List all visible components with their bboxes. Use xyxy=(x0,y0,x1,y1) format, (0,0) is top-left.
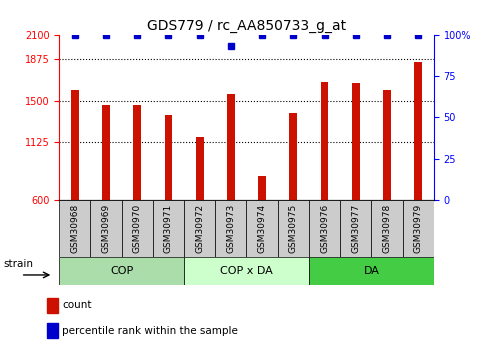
Text: GSM30969: GSM30969 xyxy=(102,204,110,253)
FancyBboxPatch shape xyxy=(340,200,371,257)
Text: count: count xyxy=(62,300,92,310)
Title: GDS779 / rc_AA850733_g_at: GDS779 / rc_AA850733_g_at xyxy=(147,19,346,33)
FancyBboxPatch shape xyxy=(403,200,434,257)
Bar xyxy=(352,82,360,266)
Bar xyxy=(258,176,266,266)
FancyBboxPatch shape xyxy=(59,200,90,257)
Bar xyxy=(289,113,297,266)
FancyBboxPatch shape xyxy=(153,200,184,257)
Text: COP x DA: COP x DA xyxy=(220,266,273,276)
Text: GSM30977: GSM30977 xyxy=(352,204,360,253)
FancyBboxPatch shape xyxy=(184,257,309,285)
Text: DA: DA xyxy=(363,266,379,276)
Text: GSM30970: GSM30970 xyxy=(133,204,141,253)
Text: GSM30975: GSM30975 xyxy=(289,204,298,253)
Text: GSM30979: GSM30979 xyxy=(414,204,423,253)
Text: GSM30973: GSM30973 xyxy=(226,204,235,253)
Bar xyxy=(320,82,328,266)
Text: GSM30972: GSM30972 xyxy=(195,204,204,253)
Text: percentile rank within the sample: percentile rank within the sample xyxy=(62,326,238,336)
Text: GSM30971: GSM30971 xyxy=(164,204,173,253)
FancyBboxPatch shape xyxy=(309,200,340,257)
Text: GSM30968: GSM30968 xyxy=(70,204,79,253)
FancyBboxPatch shape xyxy=(309,257,434,285)
FancyBboxPatch shape xyxy=(371,200,403,257)
Text: GSM30976: GSM30976 xyxy=(320,204,329,253)
FancyBboxPatch shape xyxy=(246,200,278,257)
FancyBboxPatch shape xyxy=(59,257,184,285)
Bar xyxy=(414,62,422,266)
Bar xyxy=(227,94,235,266)
Text: GSM30974: GSM30974 xyxy=(258,204,267,253)
Text: GSM30978: GSM30978 xyxy=(383,204,391,253)
Bar xyxy=(71,90,79,266)
Bar xyxy=(47,297,58,313)
Bar xyxy=(383,90,391,266)
FancyBboxPatch shape xyxy=(90,200,122,257)
FancyBboxPatch shape xyxy=(278,200,309,257)
FancyBboxPatch shape xyxy=(215,200,246,257)
Bar xyxy=(165,115,173,266)
Bar xyxy=(47,323,58,338)
Bar xyxy=(133,105,141,266)
Text: strain: strain xyxy=(3,259,33,269)
FancyBboxPatch shape xyxy=(122,200,153,257)
FancyBboxPatch shape xyxy=(184,200,215,257)
Bar xyxy=(196,137,204,266)
Bar xyxy=(102,105,110,266)
Text: COP: COP xyxy=(110,266,133,276)
